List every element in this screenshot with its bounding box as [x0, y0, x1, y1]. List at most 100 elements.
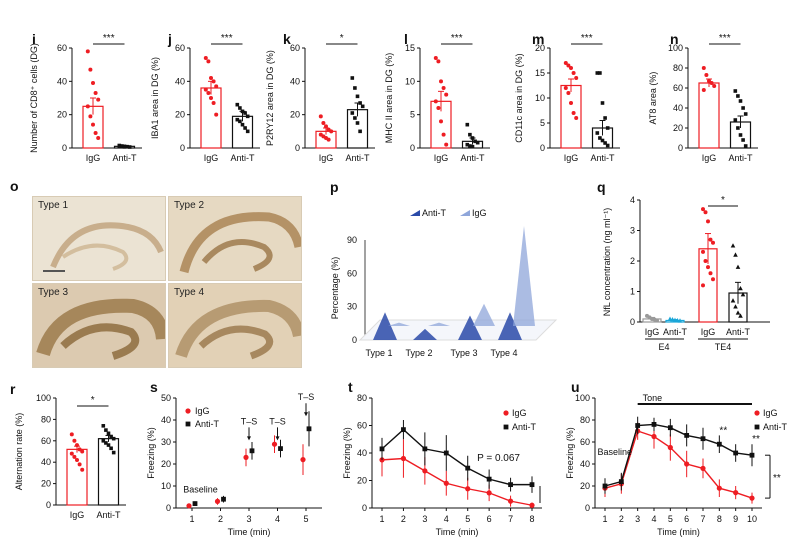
y-tick-label: 60 [580, 437, 590, 447]
y-tick-label: 40 [357, 448, 367, 458]
data-point [444, 92, 449, 97]
data-point [350, 76, 355, 80]
data-point [321, 121, 326, 125]
x-tick-label: 4 [444, 514, 449, 524]
x-tick-label: IgG [702, 153, 717, 163]
data-point [571, 111, 576, 115]
data-point [741, 138, 745, 142]
bar [560, 84, 582, 149]
data-point [111, 450, 116, 455]
hippocampus-image [33, 197, 165, 280]
y-tick-label: 1 [630, 287, 635, 297]
data-point [69, 451, 74, 456]
x-tick-label: IgG [86, 153, 101, 163]
data-point [470, 144, 475, 149]
panel-letter: l [404, 31, 408, 47]
x-tick-label: 5 [303, 514, 308, 524]
data-point [566, 91, 571, 95]
data-point [733, 490, 739, 496]
data-point [101, 424, 106, 428]
x-tick-label: 1 [379, 514, 384, 524]
data-point [706, 219, 710, 224]
y-tick-label: 40 [161, 415, 171, 425]
data-point [563, 86, 568, 90]
scale-bar [43, 270, 65, 272]
peak-antit [373, 312, 397, 340]
data-point [91, 81, 95, 85]
data-point [96, 97, 101, 102]
y-tick-label: 50 [161, 393, 171, 403]
data-point [75, 458, 79, 463]
x-axis-label: Time (min) [436, 527, 479, 537]
y-tick-label: 10 [405, 76, 415, 86]
data-point [235, 117, 240, 122]
y-tick-label: 20 [357, 476, 367, 486]
tone-label: Tone [643, 393, 663, 403]
data-point [358, 129, 362, 134]
data-point [677, 318, 683, 323]
legend-label: IgG [472, 208, 487, 218]
data-point [716, 485, 722, 491]
data-point [563, 61, 568, 65]
data-point [736, 94, 740, 98]
peak-igg [513, 226, 535, 326]
x-tick-label: 6 [487, 514, 492, 524]
data-point [571, 71, 576, 75]
data-point [125, 144, 129, 149]
data-point [574, 116, 579, 120]
legend-swatch-antit [185, 421, 191, 427]
data-point [749, 452, 755, 458]
data-point [111, 436, 116, 441]
micrograph-type-1: Type 1 [32, 196, 166, 281]
data-point [278, 446, 283, 451]
data-point [738, 99, 743, 103]
x-tick-label: 7 [508, 514, 513, 524]
y-tick-label: 100 [575, 393, 590, 403]
panel-letter: i [32, 31, 36, 47]
x-tick-label: 7 [700, 514, 705, 524]
data-point [743, 112, 748, 116]
significance-label: ** [773, 473, 781, 484]
panel-letter: j [167, 31, 172, 47]
data-point [508, 482, 513, 488]
data-point [443, 480, 449, 486]
data-point [206, 59, 211, 64]
peak-igg [473, 303, 495, 326]
baseline-label: Baseline [598, 447, 633, 457]
data-point [740, 292, 746, 297]
y-tick-label: 60 [175, 43, 185, 53]
data-point [243, 111, 247, 115]
x-tick-label: Anti-T [590, 153, 615, 163]
data-point [507, 498, 514, 504]
data-point [93, 131, 98, 135]
data-point [96, 136, 101, 140]
y-tick-label: 40 [41, 457, 51, 467]
data-point [569, 101, 573, 105]
data-point [602, 483, 608, 489]
data-point [605, 126, 610, 130]
significance-label: *** [719, 33, 731, 44]
x-tick-label: 8 [529, 514, 534, 524]
x-tick-label: IgG [319, 153, 334, 163]
x-tick-label: Type 3 [450, 348, 477, 358]
data-point [738, 133, 743, 137]
data-point [109, 434, 113, 439]
data-point [433, 99, 438, 104]
legend-label: Anti-T [763, 422, 788, 432]
x-tick-label: Type 1 [365, 348, 392, 358]
data-point [120, 144, 124, 149]
legend-swatch-antit [754, 424, 760, 430]
data-point [439, 119, 443, 124]
data-point [329, 129, 334, 134]
y-tick-label: 40 [290, 76, 300, 86]
y-tick-label: 20 [41, 479, 51, 489]
data-point [529, 482, 535, 488]
y-axis-label: Alternation rate (%) [14, 413, 24, 491]
y-tick-label: 80 [580, 415, 590, 425]
y-tick-label: 60 [57, 43, 67, 53]
peak-antit [413, 328, 437, 340]
y-tick-label: 0 [62, 143, 67, 153]
y-tick-label: 60 [347, 268, 357, 278]
data-point [708, 237, 713, 242]
x-tick-label: 4 [275, 514, 280, 524]
